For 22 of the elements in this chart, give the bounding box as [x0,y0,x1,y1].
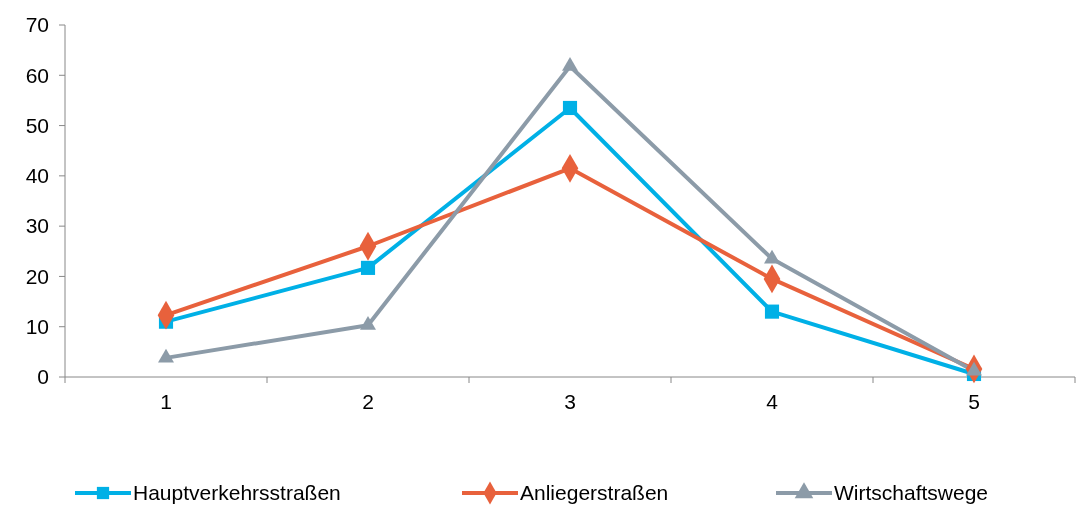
point [360,260,376,275]
point [764,304,780,319]
legend-label: Hauptverkehrsstraßen [133,481,341,505]
y-tick-label: 50 [25,113,49,137]
point [360,316,376,330]
y-tick-label: 70 [25,13,49,37]
point [562,57,578,71]
y-tick-label: 10 [25,315,49,339]
x-tick-label: 1 [160,390,172,413]
x-tick-label: 3 [564,390,576,413]
legend-label: Anliegerstraßen [520,481,669,505]
point [562,100,578,116]
legend-label: Wirtschaftswege [834,481,989,505]
point [764,249,780,264]
x-tick-label: 4 [766,390,779,413]
y-tick-label: 0 [37,365,49,389]
y-tick-label: 30 [25,214,49,238]
y-tick-label: 40 [25,164,49,188]
x-tick-label: 5 [968,390,980,413]
x-tick-label: 2 [362,390,374,413]
y-tick-label: 60 [25,63,49,87]
y-tick-label: 20 [25,264,49,288]
